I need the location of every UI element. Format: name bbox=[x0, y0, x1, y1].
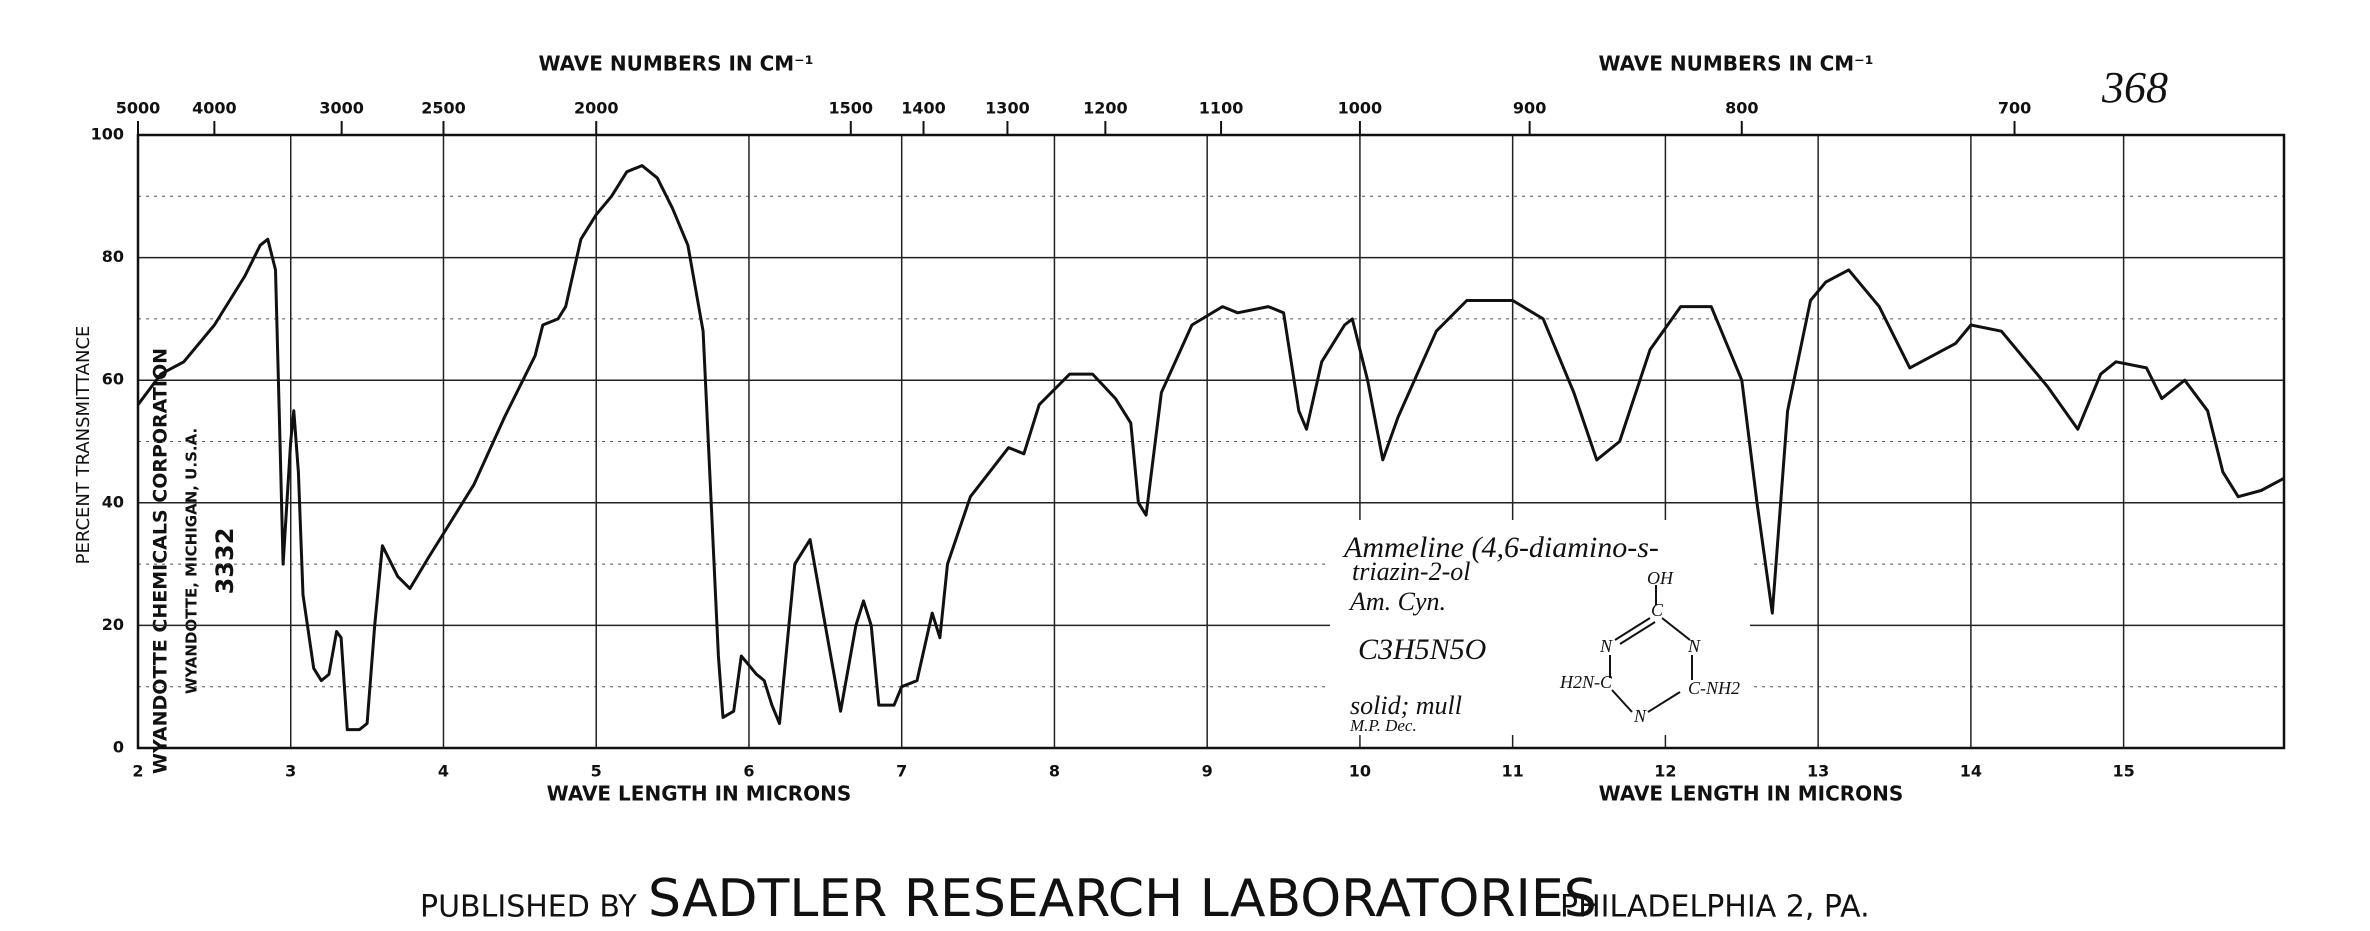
stamp: WYANDOTTE CHEMICALS CORPORATION WYANDOTT… bbox=[150, 348, 240, 774]
x-tick-label: 6 bbox=[743, 762, 754, 781]
x-tick-label: 13 bbox=[1807, 762, 1829, 781]
annotation-line: C3H5N5O bbox=[1358, 633, 1486, 666]
top-tick-label: 1300 bbox=[985, 99, 1030, 118]
top-tick-label: 2500 bbox=[421, 99, 466, 118]
structure-label: N bbox=[1687, 636, 1701, 656]
top-tick-label: 4000 bbox=[192, 99, 237, 118]
x-tick-label: 3 bbox=[285, 762, 296, 781]
top-tick-label: 700 bbox=[1998, 99, 2031, 118]
y-tick-label: 0 bbox=[113, 738, 124, 757]
y-tick-label: 40 bbox=[102, 492, 124, 511]
x-tick-label: 15 bbox=[2112, 762, 2134, 781]
top-tick-label: 800 bbox=[1725, 99, 1758, 118]
footer-text: PHILADELPHIA 2, PA. bbox=[1560, 890, 1870, 925]
x-tick-label: 10 bbox=[1349, 762, 1371, 781]
structure-label: C-NH2 bbox=[1688, 678, 1740, 698]
annotation-line: Ammeline (4,6-diamino-s- bbox=[1342, 531, 1659, 564]
y-tick-label: 80 bbox=[102, 247, 124, 266]
structure-ring bbox=[1609, 585, 1693, 713]
annotation-line: M.P. Dec. bbox=[1349, 716, 1417, 735]
x-tick-label: 9 bbox=[1202, 762, 1213, 781]
annotation-bg bbox=[1330, 520, 1750, 735]
plot-frame bbox=[136, 133, 2286, 750]
top-tick-label: 900 bbox=[1513, 99, 1546, 118]
x-tick-label: 8 bbox=[1049, 762, 1060, 781]
x-axis-title: WAVE LENGTH IN MICRONS bbox=[1599, 782, 1904, 806]
top-tick-label: 1400 bbox=[901, 99, 946, 118]
spectrum-number: 368 bbox=[2101, 63, 2168, 112]
top-axis-title: WAVE NUMBERS IN CM⁻¹ bbox=[1599, 52, 1874, 76]
stamp-line: 3332 bbox=[211, 528, 239, 595]
top-axis-title: WAVE NUMBERS IN CM⁻¹ bbox=[539, 52, 814, 76]
structure-label: OH bbox=[1647, 568, 1674, 588]
x-axis-title: WAVE LENGTH IN MICRONS bbox=[547, 782, 852, 806]
annotation: Ammeline (4,6-diamino-s- triazin-2-ol Am… bbox=[1330, 520, 1750, 735]
x-tick-label: 2 bbox=[132, 762, 143, 781]
structure-label: N bbox=[1599, 636, 1613, 656]
annotation-line: triazin-2-ol bbox=[1352, 557, 1470, 586]
stamp-line: WYANDOTTE, MICHIGAN, U.S.A. bbox=[183, 428, 201, 694]
y-tick-label: 100 bbox=[91, 125, 124, 144]
top-tick-label: 1000 bbox=[1338, 99, 1383, 118]
stamp-line: WYANDOTTE CHEMICALS CORPORATION bbox=[150, 348, 172, 774]
footer-text: SADTLER RESEARCH LABORATORIES bbox=[648, 869, 1597, 929]
spectrum-line bbox=[136, 164, 2285, 732]
top-tick-label: 5000 bbox=[116, 99, 161, 118]
annotation-line: Am. Cyn. bbox=[1348, 587, 1446, 616]
footer-text: PUBLISHED BY bbox=[420, 890, 637, 925]
top-tick-label: 1100 bbox=[1199, 99, 1244, 118]
structure-label: H2N-C bbox=[1559, 672, 1613, 692]
x-tick-label: 5 bbox=[591, 762, 602, 781]
y-tick-label: 20 bbox=[102, 615, 124, 634]
structure-label: C bbox=[1651, 600, 1664, 620]
structure-label: N bbox=[1633, 706, 1647, 726]
top-tick-label: 1200 bbox=[1083, 99, 1128, 118]
x-tick-label: 7 bbox=[896, 762, 907, 781]
top-tick-label: 3000 bbox=[319, 99, 364, 118]
x-tick-label: 12 bbox=[1654, 762, 1676, 781]
x-tick-label: 11 bbox=[1502, 762, 1524, 781]
x-tick-label: 4 bbox=[438, 762, 449, 781]
y-axis-title: PERCENT TRANSMITTANCE bbox=[73, 326, 94, 565]
top-tick-label: 1500 bbox=[829, 99, 874, 118]
x-tick-label: 14 bbox=[1960, 762, 1982, 781]
top-tick-label: 2000 bbox=[574, 99, 619, 118]
y-tick-label: 60 bbox=[102, 370, 124, 389]
annotation-line: solid; mull bbox=[1350, 691, 1462, 720]
